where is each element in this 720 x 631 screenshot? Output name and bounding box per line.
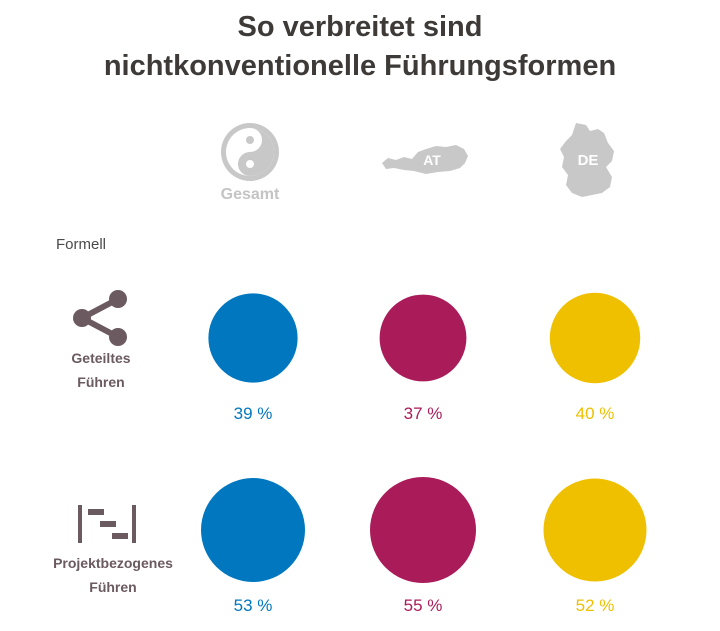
bubble-grid: 39 % 53 % 37 % 55 % 40 % 52 % (0, 0, 720, 631)
value-label-de-row-2: 52 % (576, 596, 615, 615)
value-label-gesamt-row-1: 39 % (234, 404, 273, 423)
value-label-at-row-2: 55 % (404, 596, 443, 615)
bubble-at-row-2 (370, 477, 476, 583)
bubble-gesamt-row-1 (208, 293, 297, 382)
value-label-at-row-1: 37 % (404, 404, 443, 423)
bubble-de-row-2 (544, 479, 647, 582)
value-label-gesamt-row-2: 53 % (234, 596, 273, 615)
bubble-de-row-1 (550, 293, 640, 383)
value-label-de-row-1: 40 % (576, 404, 615, 423)
bubble-at-row-1 (380, 295, 467, 382)
bubble-gesamt-row-2 (201, 478, 305, 582)
